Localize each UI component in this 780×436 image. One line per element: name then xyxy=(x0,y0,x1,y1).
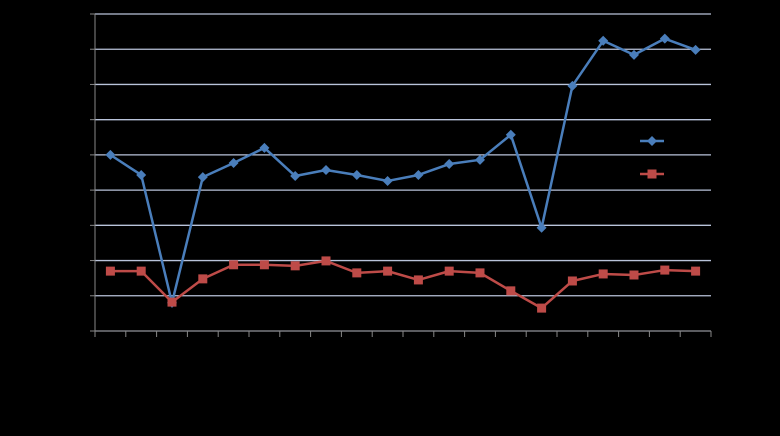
marker xyxy=(567,80,578,91)
marker xyxy=(660,265,670,275)
marker xyxy=(506,286,516,296)
marker xyxy=(197,172,208,183)
marker xyxy=(629,49,639,60)
series-line xyxy=(109,37,697,305)
marker xyxy=(475,154,485,165)
marker xyxy=(536,222,547,233)
legend-marker xyxy=(647,136,657,146)
marker xyxy=(290,261,300,271)
marker xyxy=(228,157,239,168)
marker xyxy=(105,149,116,160)
marker xyxy=(691,266,701,276)
marker xyxy=(475,268,485,278)
marker xyxy=(629,270,639,280)
marker xyxy=(598,269,608,279)
marker xyxy=(413,169,424,180)
marker xyxy=(321,165,331,176)
series-line xyxy=(110,259,696,310)
marker xyxy=(352,268,362,278)
marker xyxy=(136,169,147,180)
marker xyxy=(167,297,177,307)
marker xyxy=(690,44,701,55)
marker xyxy=(537,303,547,313)
marker xyxy=(444,159,455,170)
marker xyxy=(351,169,362,180)
marker xyxy=(413,275,423,285)
marker xyxy=(229,260,239,270)
marker xyxy=(105,266,115,276)
marker xyxy=(567,276,577,286)
marker xyxy=(136,266,146,276)
legend-marker xyxy=(647,169,657,179)
marker xyxy=(444,266,454,276)
marker xyxy=(321,256,331,266)
marker xyxy=(290,171,301,182)
marker xyxy=(659,33,670,44)
marker xyxy=(505,129,516,140)
marker xyxy=(259,260,269,270)
marker xyxy=(382,175,393,186)
marker xyxy=(259,142,270,153)
marker xyxy=(198,274,208,284)
marker xyxy=(383,266,393,276)
marker xyxy=(598,35,609,46)
